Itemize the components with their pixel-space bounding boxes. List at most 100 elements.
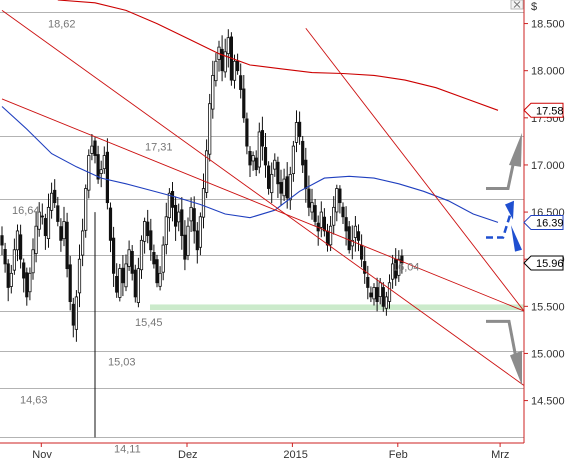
y-tick-label: 14.500 — [531, 396, 565, 408]
candle-body — [155, 259, 159, 284]
x-tick-label: 2015 — [283, 449, 307, 461]
candle-body — [397, 258, 401, 276]
y-tick-label: 18.000 — [531, 66, 565, 78]
candle-body — [146, 221, 150, 237]
candle-body — [208, 103, 212, 155]
candle-body — [84, 188, 88, 231]
candle-body — [322, 216, 327, 232]
candle-body — [285, 176, 289, 199]
level-label: 16,64 — [12, 205, 40, 217]
candle-body — [381, 287, 385, 307]
candle-body — [68, 264, 72, 303]
candle-body — [192, 208, 196, 232]
candle-body — [301, 140, 305, 166]
candle-body — [22, 262, 26, 279]
candle-body — [384, 296, 389, 309]
candle-body — [372, 287, 376, 300]
candle-body — [313, 205, 317, 222]
candle-body — [81, 230, 85, 256]
forecast-arrow-tail — [505, 200, 514, 220]
moving-average-line — [1, 106, 499, 223]
candle-body — [9, 272, 13, 287]
forecast-arrow-head — [511, 225, 522, 252]
candle-body — [353, 225, 358, 238]
candle-body — [338, 188, 342, 204]
down-arrow-head — [510, 350, 522, 386]
candle-body — [149, 230, 153, 251]
candle-body — [195, 230, 199, 251]
up-arrow-head — [509, 132, 522, 167]
candle-body — [332, 206, 336, 226]
candle-body — [319, 211, 323, 228]
trend-line — [305, 28, 525, 312]
candle-body — [310, 202, 314, 213]
candle-body — [260, 130, 265, 147]
level-label: 15,45 — [135, 317, 163, 329]
price-badge-label: 17.58 — [536, 105, 564, 117]
forecast-arrow-shaft — [486, 211, 513, 239]
price-badges: 17.58 16.39 15.96 — [523, 102, 564, 271]
x-tick-label: Dez — [178, 449, 198, 461]
candle-body — [400, 255, 404, 264]
candle-body — [50, 192, 54, 211]
candle-body — [235, 60, 240, 72]
level-label: 14,11 — [114, 443, 141, 455]
candle-body — [65, 221, 69, 270]
candle-body — [108, 207, 113, 241]
candle-body — [254, 157, 258, 171]
candle-body — [161, 244, 165, 273]
price-badge — [523, 214, 564, 230]
candle-body — [294, 122, 299, 143]
candle-body — [223, 51, 227, 73]
candle-body — [220, 48, 224, 72]
candle-body — [127, 249, 131, 267]
candle-body — [282, 178, 286, 197]
candle-body — [189, 206, 193, 222]
candle-body — [276, 161, 280, 185]
y-axis: 18.50018.00017.50017.00016.50016.00015.5… — [524, 19, 565, 408]
candle-body — [366, 276, 370, 288]
candlesticks — [0, 29, 404, 438]
candle-body — [77, 258, 82, 294]
candle-body — [214, 60, 218, 82]
x-tick-label: Mrz — [491, 449, 509, 461]
candle-body — [43, 218, 48, 237]
candle-body — [251, 155, 255, 162]
candle-body — [394, 259, 398, 279]
candle-body — [335, 188, 339, 213]
level-label: 14,63 — [20, 394, 48, 406]
trend-line — [1, 98, 525, 312]
candle-body — [18, 234, 23, 260]
candle-body — [307, 188, 311, 208]
price-badge-label: 16.39 — [536, 217, 564, 229]
candle-body — [347, 226, 351, 251]
candle-body — [28, 272, 32, 293]
candle-body — [359, 244, 364, 260]
candle-body — [136, 268, 140, 303]
down-arrow-shaft — [486, 319, 518, 359]
candle-body — [201, 188, 206, 218]
candle-body — [102, 155, 106, 170]
candle-body — [139, 239, 144, 271]
candle-body — [46, 206, 51, 239]
candle-body — [71, 303, 75, 326]
candle-body — [31, 249, 35, 274]
candle-body — [369, 292, 373, 298]
candle-body — [34, 225, 38, 254]
candle-body — [25, 272, 29, 298]
candle-body — [273, 159, 277, 170]
candle-body — [226, 37, 230, 55]
y-tick-label: 17.000 — [531, 160, 565, 172]
candle-body — [93, 140, 97, 156]
candle-body — [375, 287, 379, 303]
candle-body — [3, 249, 7, 265]
candle-body — [198, 216, 202, 248]
plot-background — [0, 0, 524, 443]
candle-body — [242, 88, 246, 119]
level-label: 18,62 — [48, 18, 76, 30]
close-icon[interactable] — [510, 0, 524, 10]
candle-body — [96, 154, 100, 180]
candle-body — [170, 190, 175, 208]
level-label: 17,31 — [145, 142, 173, 154]
